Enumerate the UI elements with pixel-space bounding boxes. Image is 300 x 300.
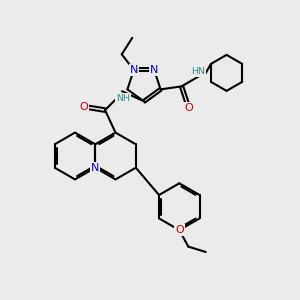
- Text: HN: HN: [191, 67, 205, 76]
- Text: N: N: [91, 163, 100, 173]
- Text: N: N: [130, 65, 138, 75]
- Text: N: N: [150, 65, 158, 75]
- Text: O: O: [175, 225, 184, 235]
- Text: O: O: [80, 101, 88, 112]
- Text: NH: NH: [116, 94, 130, 103]
- Text: O: O: [185, 103, 194, 113]
